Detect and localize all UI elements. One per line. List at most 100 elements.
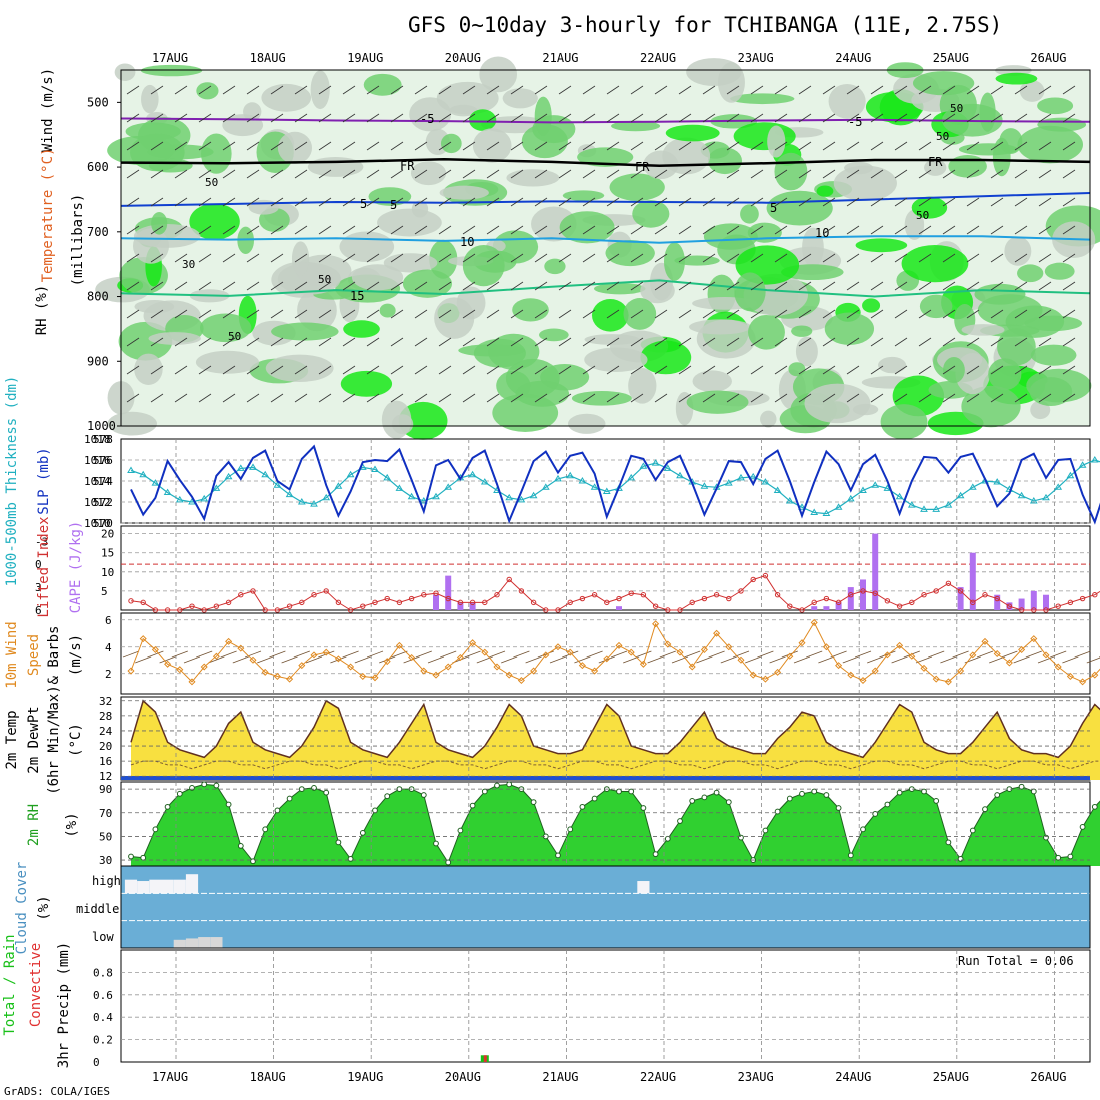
thickness-point (1090, 456, 1099, 463)
wind-barb (294, 253, 308, 263)
wind-barb (558, 85, 572, 95)
wind-barb (678, 85, 692, 95)
wind-barb (606, 85, 620, 95)
wind-barb (1062, 197, 1076, 207)
rh-shade-patch (974, 283, 1026, 305)
surface-wind-barb (769, 656, 786, 664)
wind-speed-point (688, 663, 696, 671)
rh-shade-patch (995, 72, 1038, 85)
wind-barb (294, 337, 308, 347)
rh2m-point (823, 792, 830, 798)
wind-barb (414, 393, 428, 403)
wind-barb (990, 253, 1004, 263)
wind-speed-point (1005, 659, 1013, 667)
wind-barb (798, 113, 812, 123)
wind-barb (126, 113, 140, 123)
bottom-date-label-25aug: 25AUG (933, 1070, 969, 1084)
rh-shade-patch (114, 63, 136, 81)
wind-barb (318, 197, 332, 207)
wind-barb (174, 393, 188, 403)
thickness-point (395, 484, 404, 491)
wind-barb (1062, 365, 1076, 375)
wind-barb (630, 365, 644, 375)
wind-barb (438, 365, 452, 375)
temp-tick-12: 12 (99, 770, 112, 783)
rh-shade-patch (640, 340, 692, 375)
surface-wind-barb (293, 650, 310, 658)
cape-tick-15: 15 (101, 547, 114, 560)
wind-tick-4: 4 (105, 641, 112, 654)
rh-shade-patch (740, 204, 759, 224)
wind-barb (966, 141, 980, 151)
rh2m-point (1043, 834, 1049, 841)
thickness-point (480, 478, 489, 485)
wind-barb (174, 253, 188, 263)
thickness-tick-576: 576 (93, 454, 113, 467)
lifted-index-point (652, 603, 659, 609)
wind-barb (270, 85, 284, 95)
rh2m-point (640, 805, 647, 811)
wind-barb (846, 281, 860, 291)
isotherm-label: 15 (350, 289, 364, 303)
rh-shade-patch (200, 313, 252, 343)
wind-barb (606, 253, 620, 263)
surface-wind-barb (244, 650, 262, 658)
thickness-point (968, 483, 977, 490)
cape-axis-label: CAPE (J/kg) (68, 521, 84, 614)
rh-shade-patch (878, 356, 907, 374)
rh-shade-patch (577, 147, 634, 167)
rh-shade-patch (1004, 236, 1032, 266)
temp-ylabel-2: 2m DewPt (26, 706, 42, 773)
wind-barb (1038, 393, 1052, 403)
wind-barb (534, 225, 548, 235)
thickness-point (249, 463, 257, 470)
wind-speed-point (225, 637, 233, 645)
cape-bar (847, 587, 854, 610)
wind-barb (822, 141, 836, 151)
wind-barb (150, 393, 164, 403)
surface-wind-barb (122, 650, 140, 658)
thickness-point (236, 464, 245, 471)
bottom-date-label-23aug: 23AUG (738, 1070, 774, 1084)
pressure-tick-label-700: 700 (87, 225, 109, 239)
wind-barb (822, 253, 836, 263)
cloud-bar-high (124, 879, 138, 894)
wind-speed-point (993, 649, 1001, 658)
rh2m-point (786, 795, 793, 802)
surface-wind-barb (501, 656, 518, 664)
wind-barb (774, 281, 788, 291)
wind-speed-point (664, 640, 672, 648)
wind-barb (366, 337, 380, 347)
surface-wind-barb (415, 650, 432, 658)
wind-barb (798, 337, 812, 347)
wind-barb (510, 85, 524, 95)
lifted-index-point (628, 590, 634, 596)
wind-barb (990, 85, 1004, 95)
cape-bar (469, 602, 476, 610)
rh-shade-patch (988, 358, 1022, 391)
wind-barb (702, 393, 716, 403)
rh2m-point (701, 794, 708, 801)
wind-barb (342, 309, 356, 319)
wind-barb (222, 85, 236, 95)
wind-barb (846, 141, 860, 151)
thickness-point (285, 490, 294, 498)
precip-panel-frame (120, 949, 1091, 1063)
rh-shade-patch (201, 133, 232, 174)
thickness-point (432, 492, 440, 500)
wind-barb (966, 253, 980, 263)
wind-barb (558, 113, 572, 123)
rh-shade-patch (402, 269, 453, 298)
rh2m-point (140, 854, 147, 861)
wind-barb (654, 393, 668, 403)
wind-speed-point (530, 667, 538, 675)
wind-barb (702, 281, 716, 291)
wind-speed-point (859, 676, 867, 685)
rh-shade-patch (904, 209, 925, 240)
credit-label: GrADS: COLA/IGES (4, 1085, 110, 1098)
wind-barb (270, 113, 284, 123)
rh-shade-patch (381, 400, 412, 439)
rh2m-point (579, 803, 586, 810)
rh-shade-patch (911, 196, 948, 219)
rh-shade-patch (538, 328, 569, 342)
